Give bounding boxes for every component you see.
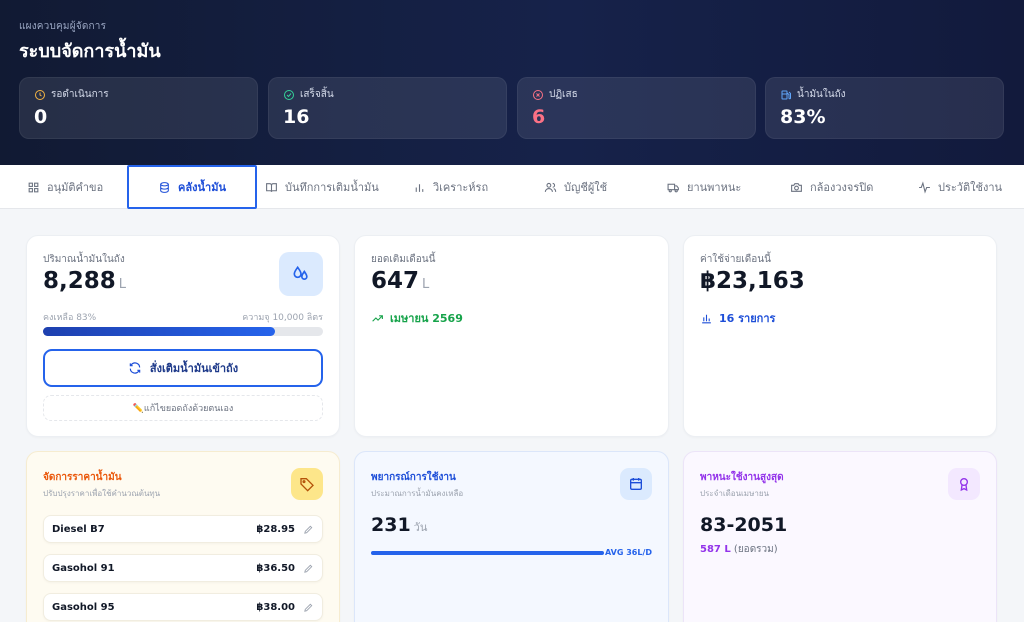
monthly-fill-label: ยอดเติมเดือนนี้ xyxy=(371,254,436,265)
monthly-fill-amount: 647 L xyxy=(371,268,430,294)
price-value: ฿28.95 xyxy=(256,523,295,535)
tab-vehicles[interactable]: ยานพาหนะ xyxy=(667,165,741,209)
check-circle-icon xyxy=(284,89,294,100)
header-subtitle: แผงควบคุมผู้จัดการ xyxy=(19,21,107,32)
monthly-fill-period: เมษายน 2569 xyxy=(371,309,463,327)
forecast-avg: AVG 36L/D xyxy=(605,548,652,557)
droplets-icon xyxy=(293,265,308,280)
price-value: ฿36.50 xyxy=(256,562,295,574)
truck-icon xyxy=(667,183,679,192)
price-name: Gasohol 91 xyxy=(52,562,115,574)
tag-icon-box xyxy=(291,468,323,500)
fuel-price-title: จัดการราคาน้ำมัน xyxy=(43,472,122,483)
stat-card-pending: รอดำเนินการ 0 xyxy=(19,77,258,139)
tank-amount: 8,288 L xyxy=(43,268,127,294)
monthly-cost-amount: ฿23,163 xyxy=(700,268,805,294)
tab-label: บัญชีผู้ใช้ xyxy=(564,181,608,194)
top-vehicle-liters: 587 L (ยอดรวม) xyxy=(700,544,778,555)
tab-label: กล้องวงจรปิด xyxy=(810,181,874,194)
tab-label: บันทึกการเติมน้ำมัน xyxy=(285,181,379,194)
top-vehicle-subtitle: ประจำเดือนเมษายน xyxy=(700,489,769,498)
x-circle-icon xyxy=(533,89,543,100)
price-name: Diesel B7 xyxy=(52,523,105,535)
forecast-card: พยากรณ์การใช้งาน ประมาณการน้ำมันคงเหลือ … xyxy=(354,451,669,622)
tank-remaining: คงเหลือ 83% xyxy=(43,313,97,323)
price-row-gasohol-95[interactable]: Gasohol 95 ฿38.00 xyxy=(43,593,323,621)
tab-bar: อนุมัติคำขอ คลังน้ำมัน บันทึกการเติมน้ำม… xyxy=(0,165,1024,209)
bar-chart-icon xyxy=(702,314,711,323)
clock-icon xyxy=(35,89,45,100)
pencil-icon[interactable] xyxy=(303,602,314,613)
bar-chart-icon xyxy=(415,183,424,192)
tab-label: ยานพาหนะ xyxy=(687,181,742,194)
tab-label: คลังน้ำมัน xyxy=(178,181,226,194)
droplets-icon-box xyxy=(279,252,323,296)
tab-label: อนุมัติคำขอ xyxy=(47,181,104,194)
tab-label: ประวัติใช้งาน xyxy=(938,181,1003,194)
award-icon xyxy=(960,478,968,492)
top-vehicle-card: พาหนะใช้งานสูงสุด ประจำเดือนเมษายน 83-20… xyxy=(683,451,997,622)
tab-approve-requests[interactable]: อนุมัติคำขอ xyxy=(27,165,103,209)
stat-label: ปฏิเสธ xyxy=(549,89,578,100)
forecast-title: พยากรณ์การใช้งาน xyxy=(371,472,456,483)
header: แผงควบคุมผู้จัดการ ระบบจัดการน้ำมัน รอดำ… xyxy=(0,0,1024,165)
price-row-gasohol-91[interactable]: Gasohol 91 ฿36.50 xyxy=(43,554,323,582)
pencil-icon[interactable] xyxy=(303,524,314,535)
stat-value: 16 xyxy=(283,106,310,128)
users-icon xyxy=(544,182,557,192)
price-row-diesel-b7[interactable]: Diesel B7 ฿28.95 xyxy=(43,515,323,543)
stat-card-tank: น้ำมันในถัง 83% xyxy=(765,77,1004,139)
monthly-cost-label: ค่าใช้จ่ายเดือนนี้ xyxy=(700,254,771,265)
camera-icon xyxy=(791,182,802,192)
forecast-bar xyxy=(371,551,604,555)
stat-label: รอดำเนินการ xyxy=(51,89,109,100)
database-icon xyxy=(160,181,169,193)
tab-label: วิเคราะห์รถ xyxy=(433,181,489,194)
forecast-subtitle: ประมาณการน้ำมันคงเหลือ xyxy=(371,489,464,498)
top-vehicle-title: พาหนะใช้งานสูงสุด xyxy=(700,472,784,483)
stat-card-rejected: ปฏิเสธ 6 xyxy=(517,77,756,139)
monthly-cost-count: 16 รายการ xyxy=(700,309,775,327)
tag-icon xyxy=(300,478,314,492)
tab-vehicle-analysis[interactable]: วิเคราะห์รถ xyxy=(413,165,488,209)
tank-label: ปริมาณน้ำมันในถัง xyxy=(43,254,125,265)
tank-capacity: ความจุ 10,000 ลิตร xyxy=(242,313,323,323)
calendar-icon-box xyxy=(620,468,652,500)
tab-usage-history[interactable]: ประวัติใช้งาน xyxy=(918,165,1002,209)
tank-level-bar xyxy=(43,327,323,336)
monthly-cost-card: ค่าใช้จ่ายเดือนนี้ ฿23,163 16 รายการ xyxy=(683,235,997,437)
tab-refuel-log[interactable]: บันทึกการเติมน้ำมัน xyxy=(265,165,379,209)
fuel-icon xyxy=(781,90,791,99)
tank-level-fill xyxy=(43,327,276,336)
stat-value: 0 xyxy=(34,106,48,128)
award-icon-box xyxy=(948,468,980,500)
pencil-icon[interactable] xyxy=(303,563,314,574)
stat-label: น้ำมันในถัง xyxy=(797,89,846,100)
stat-value: 83% xyxy=(780,106,826,128)
forecast-days: 231 วัน xyxy=(371,514,428,536)
page-title: ระบบจัดการน้ำมัน xyxy=(19,41,161,62)
top-vehicle-plate: 83-2051 xyxy=(700,514,788,536)
price-name: Gasohol 95 xyxy=(52,601,115,613)
refresh-icon xyxy=(129,362,141,374)
stat-label: เสร็จสิ้น xyxy=(300,89,334,100)
monthly-fill-card: ยอดเติมเดือนนี้ 647 L เมษายน 2569 xyxy=(354,235,669,437)
tab-cctv[interactable]: กล้องวงจรปิด xyxy=(790,165,873,209)
book-icon xyxy=(266,182,277,192)
trending-up-icon xyxy=(372,314,383,322)
order-fuel-button[interactable]: สั่งเติมน้ำมันเข้าถัง xyxy=(43,349,323,387)
fuel-price-card: จัดการราคาน้ำมัน ปรับปรุงราคาเพื่อใช้คำน… xyxy=(26,451,340,622)
grid-icon xyxy=(28,182,39,192)
tank-card: ปริมาณน้ำมันในถัง 8,288 L คงเหลือ 83% ควา… xyxy=(26,235,340,437)
calendar-icon xyxy=(630,478,642,490)
activity-icon xyxy=(919,180,930,194)
manual-edit-button[interactable]: ✏️แก้ไขยอดถังด้วยตนเอง xyxy=(43,395,323,421)
tab-fuel-stock[interactable]: คลังน้ำมัน xyxy=(127,165,257,209)
stat-value: 6 xyxy=(532,106,546,128)
stat-card-done: เสร็จสิ้น 16 xyxy=(268,77,507,139)
price-value: ฿38.00 xyxy=(256,601,295,613)
tab-user-accounts[interactable]: บัญชีผู้ใช้ xyxy=(544,165,607,209)
fuel-price-subtitle: ปรับปรุงราคาเพื่อใช้คำนวณต้นทุน xyxy=(43,489,161,498)
